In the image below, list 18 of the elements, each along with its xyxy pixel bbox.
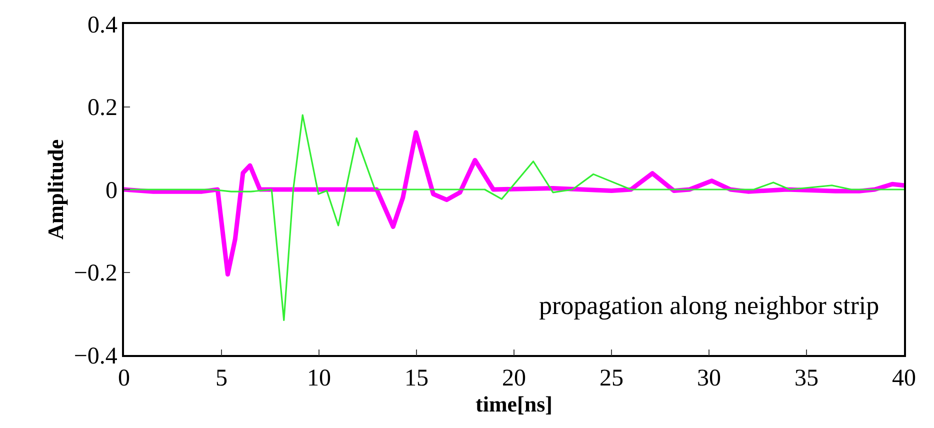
x-tick-label: 5 (216, 366, 228, 392)
annotation: propagation along neighbor strip (539, 291, 880, 320)
x-tick-label: 10 (307, 366, 331, 392)
y-tick-label: −0.2 (74, 260, 118, 287)
x-tick-label: 15 (404, 366, 428, 392)
x-tick-label: 20 (502, 366, 526, 392)
x-axis-title: time[ns] (476, 392, 552, 417)
x-tick-label: 25 (600, 366, 624, 392)
y-tick-label: 0 (105, 178, 118, 204)
line-series (124, 130, 904, 277)
x-tick-label: 40 (892, 366, 916, 392)
x-tick-label: 30 (697, 366, 721, 392)
y-tick-label: 0.4 (87, 12, 118, 38)
y-tick-label: 0.2 (87, 95, 118, 122)
y-axis-title: Amplitude (43, 139, 68, 240)
line-series (124, 114, 904, 322)
x-tick-label: 35 (794, 366, 818, 392)
y-tick-label: −0.4 (74, 343, 118, 370)
